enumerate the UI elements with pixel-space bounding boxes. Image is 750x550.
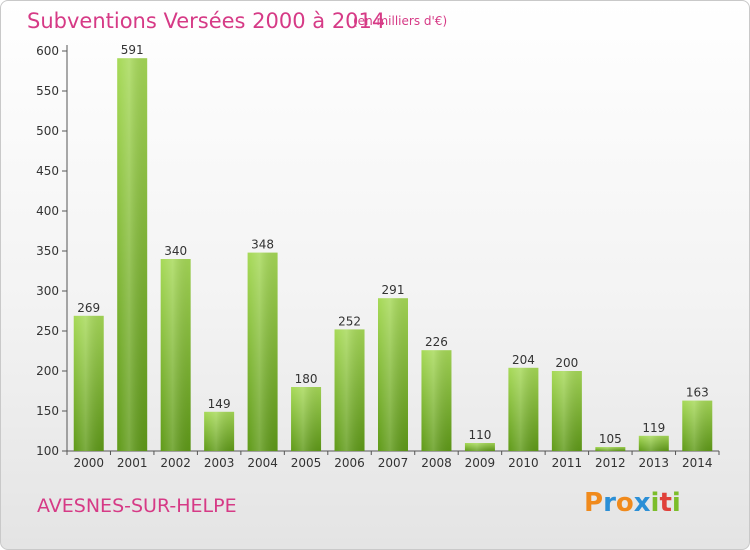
- x-tick-label: 2003: [204, 456, 235, 470]
- data-label: 163: [686, 386, 709, 400]
- chart-title: Subventions Versées 2000 à 2014: [27, 9, 386, 33]
- bar-shine: [247, 252, 278, 451]
- bar-shine: [73, 315, 104, 451]
- x-tick-label: 2007: [378, 456, 409, 470]
- y-tick-label: 250: [36, 324, 59, 338]
- x-tick-label: 2013: [639, 456, 670, 470]
- logo-letter: P: [584, 488, 604, 518]
- bar-shine: [160, 259, 191, 451]
- data-label: 291: [382, 283, 405, 297]
- y-tick-label: 200: [36, 364, 59, 378]
- logo-letter: t: [659, 488, 672, 518]
- data-label: 226: [425, 335, 448, 349]
- y-tick-label: 150: [36, 404, 59, 418]
- bar-shine: [638, 435, 669, 451]
- x-tick-label: 2012: [595, 456, 626, 470]
- x-tick-label: 2011: [552, 456, 583, 470]
- logo-letter: r: [603, 488, 616, 518]
- data-label: 200: [555, 356, 578, 370]
- y-tick-label: 600: [36, 44, 59, 58]
- bar-shine: [204, 411, 235, 451]
- chart-subtitle: (en milliers d'€): [353, 14, 448, 28]
- bar-shine: [508, 367, 539, 451]
- y-tick-label: 550: [36, 84, 59, 98]
- x-tick-label: 2005: [291, 456, 322, 470]
- x-tick-label: 2004: [247, 456, 278, 470]
- x-tick-label: 2010: [508, 456, 539, 470]
- bar-shine: [595, 447, 626, 451]
- data-label: 348: [251, 238, 274, 252]
- y-tick-label: 450: [36, 164, 59, 178]
- data-label: 204: [512, 353, 535, 367]
- place-name: AVESNES-SUR-HELPE: [37, 495, 237, 517]
- x-tick-label: 2002: [160, 456, 191, 470]
- data-label: 105: [599, 432, 622, 446]
- logo-letter: i: [650, 488, 660, 518]
- y-tick-label: 400: [36, 204, 59, 218]
- y-tick-label: 300: [36, 284, 59, 298]
- bar-shine: [334, 329, 365, 451]
- data-label: 149: [208, 397, 231, 411]
- logo-letter: i: [671, 488, 681, 518]
- y-tick-label: 500: [36, 124, 59, 138]
- data-label: 269: [77, 301, 100, 315]
- x-tick-label: 2006: [334, 456, 365, 470]
- bar-shine: [682, 400, 713, 451]
- x-tick-label: 2000: [73, 456, 104, 470]
- bar-shine: [551, 371, 582, 451]
- bar-shine: [421, 350, 452, 451]
- logo-letter: o: [615, 488, 634, 518]
- data-label: 591: [121, 43, 144, 57]
- x-tick-label: 2008: [421, 456, 452, 470]
- data-label: 252: [338, 314, 361, 328]
- bar-shine: [117, 58, 148, 451]
- proxiti-logo: Proxiti: [584, 488, 681, 518]
- y-tick-label: 100: [36, 444, 59, 458]
- logo-letter: x: [633, 488, 651, 518]
- bar-shine: [291, 387, 322, 451]
- bar-shine: [464, 443, 495, 451]
- x-tick-label: 2014: [682, 456, 713, 470]
- bar-shine: [378, 298, 408, 451]
- y-tick-label: 350: [36, 244, 59, 258]
- data-label: 119: [642, 421, 665, 435]
- x-tick-label: 2001: [117, 456, 148, 470]
- data-label: 340: [164, 244, 187, 258]
- x-tick-label: 2009: [465, 456, 496, 470]
- data-label: 110: [468, 428, 491, 442]
- data-label: 180: [295, 372, 318, 386]
